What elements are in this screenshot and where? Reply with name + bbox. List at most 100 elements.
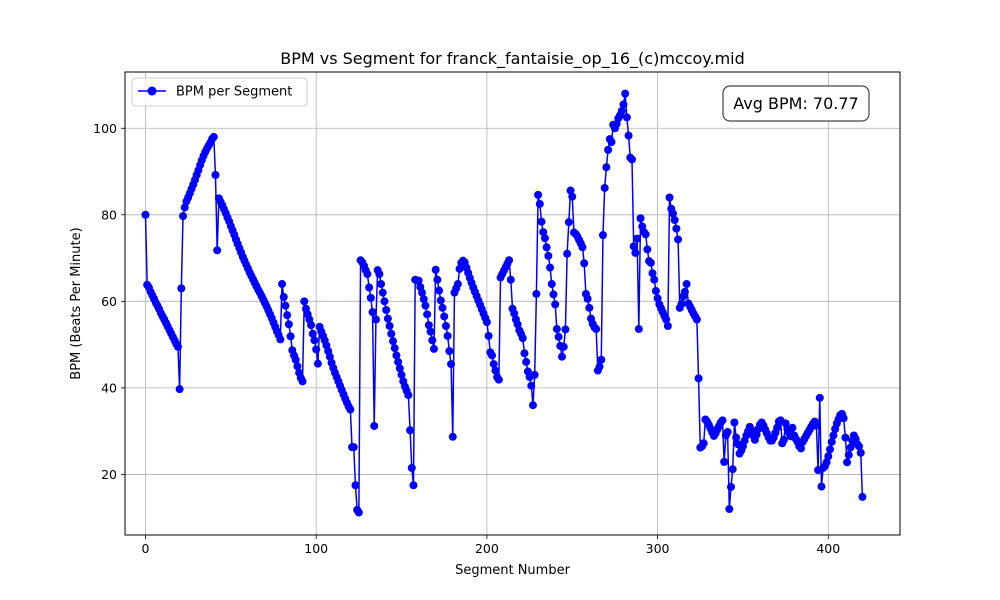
data-point [380,297,389,306]
data-point [677,299,686,308]
data-point [547,280,556,289]
data-point [284,320,293,329]
data-point [592,325,601,334]
data-point [773,423,782,432]
data-point [177,284,186,293]
data-point [643,245,652,254]
avg-bpm-annotation: Avg BPM: 70.77 [722,85,870,122]
data-point [539,228,548,237]
data-point [211,170,220,179]
data-point [409,481,418,490]
data-point [438,303,447,312]
data-point [846,443,855,452]
data-point [180,203,189,212]
data-point [513,320,522,329]
data-point [390,344,399,353]
data-point [325,352,334,361]
data-point [723,428,732,437]
data-point [378,288,387,297]
chart-title: BPM vs Segment for franck_fantaisie_op_1… [280,49,745,69]
x-tick-label: 400 [816,541,840,556]
data-point [435,286,444,295]
data-point [351,481,360,490]
data-point [424,321,433,330]
data-point [829,431,838,440]
data-point [634,325,643,334]
data-point [841,433,850,442]
data-point [622,113,631,122]
data-point [300,297,309,306]
data-point [665,193,674,202]
data-point [365,283,374,292]
data-point [532,289,541,298]
data-point [433,275,442,284]
data-point [540,234,549,243]
data-point [646,258,655,267]
data-point [310,336,319,345]
x-tick-label: 100 [304,541,328,556]
x-tick-label: 200 [475,541,499,556]
legend-label-bpm-per-segment: BPM per Segment [176,85,292,100]
legend-box [131,77,308,107]
data-point [730,418,739,427]
data-point [812,421,821,430]
data-point [520,349,529,358]
data-point [428,336,437,345]
series-bpm-per-segment [141,89,867,517]
data-point [431,265,440,274]
data-point [595,362,604,371]
data-point [858,492,867,501]
data-point [313,359,322,368]
data-point [552,325,561,334]
data-point [585,303,594,312]
data-point [682,280,691,289]
data-point [418,288,427,297]
data-point [732,433,741,442]
data-point [382,305,391,314]
data-point [489,360,498,369]
data-point [561,325,570,334]
data-point [453,280,462,289]
data-point [505,256,514,265]
data-point [522,357,531,366]
data-point [426,327,435,336]
data-point [537,217,546,226]
data-point [279,293,288,302]
data-point [491,366,500,375]
data-point [720,457,729,466]
data-point [788,423,797,432]
data-point [494,375,503,384]
x-tick-label: 0 [142,541,150,556]
data-point [276,335,285,344]
data-point [617,106,626,115]
data-point [278,280,287,289]
annotation-text: Avg BPM: 70.77 [733,94,858,113]
data-point [389,337,398,346]
data-point [648,269,657,278]
data-point [371,315,380,324]
y-axis-label: BPM (Beats Per Minute) [69,227,84,379]
data-point [796,444,805,453]
data-point [307,321,316,330]
data-point [281,301,290,310]
data-point [385,322,394,330]
data-point [141,210,150,219]
data-point [173,342,182,351]
data-point [213,246,222,255]
data-point [672,224,681,233]
data-point [395,364,404,373]
data-point [578,243,587,252]
data-point [549,290,558,299]
data-point [621,89,630,98]
data-point [535,199,544,208]
data-point [387,329,396,338]
data-point [855,442,864,451]
annotation-box [722,85,870,122]
data-point [566,186,575,195]
data-point [527,381,536,390]
data-point [440,312,449,321]
data-point [602,163,611,172]
data-point [354,508,363,517]
data-point [670,215,679,224]
